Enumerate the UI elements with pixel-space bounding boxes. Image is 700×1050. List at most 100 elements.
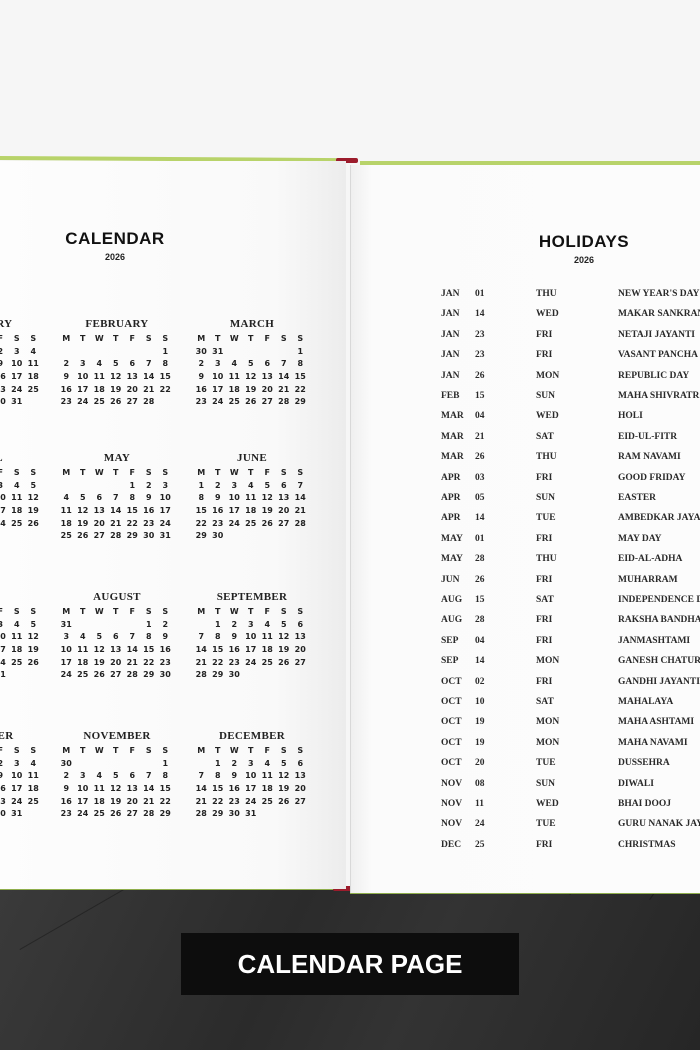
- day-cell: 5: [30, 480, 37, 490]
- day-cell: [91, 346, 108, 359]
- holiday-month: JUN: [441, 574, 460, 585]
- day-cell: 12: [278, 632, 290, 642]
- holiday-name: CHRISTMAS: [618, 839, 676, 850]
- holiday-month: MAY: [441, 533, 463, 544]
- day-cell: 4: [30, 758, 37, 768]
- month-december: DECEMBER M T W T F S S 1 2 3 4 5 6 7 8 9 10 11 12 13 14 15 16 17…: [193, 730, 311, 821]
- day-cell: 4: [30, 346, 37, 356]
- day-cell: 11: [27, 359, 39, 369]
- weekday-label: S: [297, 468, 304, 477]
- day-cell: 11: [27, 771, 39, 781]
- day-cell: 9: [145, 493, 152, 503]
- day-cell: 25: [27, 796, 39, 806]
- holidays-year: 2026: [573, 255, 595, 265]
- day-cell: 13: [278, 493, 290, 503]
- day-cell: 29: [212, 670, 224, 680]
- holiday-row: JUN 26 FRI MUHARRAM: [351, 575, 700, 595]
- day-cell: 30: [228, 809, 240, 819]
- day-cell: [9, 530, 26, 543]
- day-cell: 9: [162, 632, 169, 642]
- holiday-name: HOLI: [618, 411, 643, 422]
- day-cell: [226, 530, 243, 543]
- holiday-row: JAN 26 MON REPUBLIC DAY: [351, 371, 700, 391]
- day-cell: 1: [297, 346, 304, 356]
- holiday-day: 01: [475, 289, 485, 299]
- day-cell: 19: [278, 645, 290, 655]
- weekday-label: T: [80, 334, 86, 343]
- holiday-name: MUHARRAM: [618, 574, 678, 585]
- holiday-row: SEP 04 FRI JANMASHTAMI: [351, 636, 700, 656]
- day-cell: 5: [96, 632, 103, 642]
- day-cell: 1: [214, 619, 221, 629]
- day-cell: 22: [195, 518, 207, 528]
- holiday-row: MAR 26 THU RAM NAVAMI: [351, 452, 700, 472]
- day-cell: 4: [247, 480, 254, 490]
- day-cell: 14: [143, 372, 155, 382]
- day-cell: 17: [60, 657, 72, 667]
- day-cell: 18: [77, 657, 89, 667]
- day-cell: [141, 346, 158, 359]
- day-cell: 16: [0, 784, 6, 794]
- day-cell: [75, 758, 92, 771]
- day-cell: 25: [11, 657, 23, 667]
- day-cell: 10: [245, 771, 257, 781]
- day-cell: 31: [212, 346, 224, 356]
- holiday-weekday: THU: [536, 289, 557, 299]
- day-cell: [276, 808, 293, 821]
- day-cell: [193, 619, 210, 632]
- day-cell: 23: [60, 809, 72, 819]
- holiday-row: NOV 11 WED BHAI DOOJ: [351, 799, 700, 819]
- holiday-day: 15: [475, 391, 485, 401]
- holiday-row: APR 14 TUE AMBEDKAR JAYA: [351, 513, 700, 533]
- day-cell: 11: [261, 771, 273, 781]
- weekday-label: F: [0, 746, 3, 755]
- day-cell: 21: [294, 506, 306, 516]
- weekday-label: T: [80, 746, 86, 755]
- holiday-row: MAY 28 THU EID-AL-ADHA: [351, 554, 700, 574]
- day-cell: 15: [195, 506, 207, 516]
- day-cell: 12: [27, 632, 39, 642]
- day-cell: 3: [247, 758, 254, 768]
- day-cell: 22: [159, 384, 171, 394]
- day-cell: 19: [245, 384, 257, 394]
- day-cell: 23: [60, 397, 72, 407]
- day-cell: [9, 669, 26, 682]
- day-cell: 10: [11, 771, 23, 781]
- weekday-label: T: [113, 334, 119, 343]
- day-cell: 3: [13, 346, 20, 356]
- weekday-label: S: [280, 607, 287, 616]
- holiday-row: AUG 28 FRI RAKSHA BANDHA: [351, 615, 700, 635]
- day-cell: 24: [245, 657, 257, 667]
- day-cell: 14: [294, 493, 306, 503]
- weekday-label: M: [197, 334, 206, 343]
- day-cell: 18: [11, 645, 23, 655]
- day-cell: 16: [228, 645, 240, 655]
- day-cell: 1: [145, 619, 152, 629]
- weekday-label: W: [229, 334, 239, 343]
- holiday-month: JAN: [441, 289, 460, 299]
- holiday-row: MAR 04 WED HOLI: [351, 411, 700, 431]
- day-cell: 16: [143, 506, 155, 516]
- day-cell: 17: [245, 645, 257, 655]
- holiday-weekday: SUN: [536, 778, 556, 789]
- holiday-month: OCT: [441, 737, 462, 748]
- holiday-row: JAN 23 FRI NETAJI JAYANTI: [351, 330, 700, 350]
- weekday-label: W: [94, 468, 104, 477]
- holiday-name: MAKAR SANKRAN: [618, 309, 700, 320]
- day-cell: 19: [261, 506, 273, 516]
- month-name: SEPTEMBER: [216, 591, 288, 603]
- day-cell: 10: [11, 359, 23, 369]
- weekday-label: S: [162, 334, 169, 343]
- day-cell: [108, 480, 125, 493]
- day-cell: [292, 530, 309, 543]
- day-cell: 14: [126, 645, 138, 655]
- holiday-weekday: THU: [536, 554, 557, 565]
- holiday-weekday: FRI: [536, 350, 553, 361]
- day-cell: 7: [280, 359, 287, 369]
- holiday-month: OCT: [441, 697, 462, 707]
- holiday-name: DUSSEHRA: [618, 758, 670, 769]
- day-cell: 24: [159, 518, 171, 528]
- holiday-weekday: SAT: [536, 431, 554, 442]
- holiday-weekday: FRI: [536, 574, 553, 585]
- day-cell: [91, 758, 108, 771]
